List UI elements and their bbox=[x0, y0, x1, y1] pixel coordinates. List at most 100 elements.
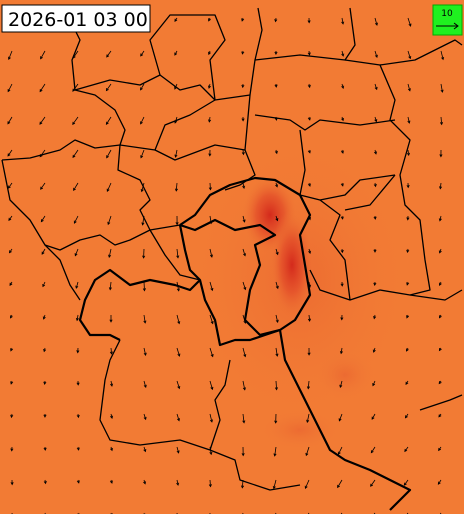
wind-arrow-head bbox=[72, 55, 76, 59]
wind-arrow-head bbox=[143, 352, 147, 356]
wind-arrow-head bbox=[209, 254, 213, 258]
wind-arrow-head bbox=[439, 315, 442, 319]
wind-arrow-head bbox=[177, 321, 181, 325]
wind-arrow-head bbox=[208, 18, 211, 22]
wind-arrow-head bbox=[10, 348, 14, 352]
wind-arrow-head bbox=[274, 117, 278, 121]
wind-arrow bbox=[275, 380, 277, 390]
wind-arrow bbox=[340, 347, 343, 354]
wind-arrow-head bbox=[407, 88, 411, 92]
wind-arrow-head bbox=[275, 218, 279, 222]
wind-arrow bbox=[176, 281, 180, 291]
timestamp: 2026-01 03 00 bbox=[8, 9, 148, 31]
wind-arrow bbox=[370, 446, 376, 453]
wind-arrow bbox=[142, 215, 145, 225]
wind-arrow-head bbox=[370, 450, 374, 454]
wind-arrow-head bbox=[274, 51, 278, 56]
wind-arrow-head bbox=[72, 121, 76, 125]
wind-arrow-head bbox=[243, 354, 247, 358]
wind-arrow bbox=[72, 116, 79, 125]
wind-arrow-head bbox=[275, 353, 279, 357]
wind-arrow bbox=[209, 413, 213, 423]
wind-arrow bbox=[275, 248, 279, 255]
reference-vector-legend: 10 bbox=[432, 4, 463, 36]
wind-arrow-head bbox=[10, 315, 13, 319]
wind-arrow-head bbox=[210, 287, 214, 292]
wind-arrow-head bbox=[7, 89, 11, 93]
wind-arrow-head bbox=[174, 154, 178, 158]
wind-arrow bbox=[274, 446, 277, 456]
wind-arrow-head bbox=[175, 222, 179, 226]
wind-arrow-head bbox=[40, 219, 44, 223]
wind-arrow-head bbox=[76, 447, 80, 451]
wind-arrow-head bbox=[76, 350, 80, 354]
wind-arrow-head bbox=[72, 88, 76, 92]
wind-arrow-head bbox=[372, 383, 376, 387]
wind-arrow-head bbox=[142, 288, 146, 292]
wind-arrow bbox=[176, 380, 180, 389]
wind-arrow-head bbox=[407, 120, 411, 124]
wind-arrow-head bbox=[140, 155, 144, 159]
wind-arrow-head bbox=[73, 187, 76, 192]
wind-arrow-head bbox=[441, 56, 445, 61]
wind-arrow-head bbox=[109, 447, 113, 452]
wind-arrow bbox=[242, 248, 246, 256]
wind-arrow bbox=[107, 215, 112, 225]
wind-arrow-head bbox=[241, 118, 245, 122]
wind-arrow-head bbox=[43, 414, 47, 418]
wind-arrow bbox=[407, 149, 410, 156]
wind-arrow bbox=[40, 50, 46, 59]
wind-arrow-head bbox=[275, 184, 279, 188]
wind-arrow-head bbox=[340, 249, 344, 254]
wind-arrow-head bbox=[438, 414, 442, 418]
wind-arrow-head bbox=[76, 480, 80, 484]
wind-arrow bbox=[75, 281, 79, 289]
wind-arrow bbox=[209, 215, 212, 224]
wind-arrow-head bbox=[340, 150, 344, 154]
wind-arrow-head bbox=[9, 282, 13, 286]
wind-arrow-head bbox=[208, 153, 212, 157]
wind-arrow-head bbox=[406, 348, 409, 352]
wind-arrow bbox=[74, 248, 79, 256]
wind-arrow-head bbox=[106, 155, 109, 159]
wind-arrow bbox=[8, 215, 13, 221]
wind-arrow-head bbox=[41, 251, 45, 255]
wind-arrow-head bbox=[242, 219, 246, 223]
wind-arrow bbox=[7, 116, 13, 124]
wind-arrow-head bbox=[308, 250, 312, 255]
wind-arrow-head bbox=[406, 249, 410, 254]
wind-arrow-head bbox=[243, 286, 247, 291]
wind-arrow-head bbox=[374, 119, 378, 123]
wind-arrow bbox=[175, 149, 178, 158]
wind-arrow-head bbox=[339, 350, 343, 355]
wind-arrow bbox=[209, 479, 211, 487]
wind-arrow-head bbox=[438, 381, 442, 385]
wind-arrow-head bbox=[7, 185, 11, 189]
wind-arrow bbox=[108, 248, 112, 258]
wind-arrow bbox=[106, 116, 112, 125]
wind-arrow-head bbox=[406, 185, 410, 189]
wind-arrow-head bbox=[10, 482, 14, 486]
wind-arrow-head bbox=[241, 84, 245, 89]
wind-arrow bbox=[106, 50, 112, 58]
wind-arrow-head bbox=[10, 414, 14, 419]
wind-arrow bbox=[209, 314, 214, 324]
wind-arrow-head bbox=[338, 418, 342, 422]
wind-arrow-head bbox=[110, 383, 114, 387]
wind-arrow bbox=[341, 17, 344, 25]
wind-arrow-head bbox=[307, 84, 311, 89]
wind-arrow bbox=[275, 281, 279, 289]
wind-arrow bbox=[372, 380, 376, 386]
wind-arrow-head bbox=[406, 152, 410, 157]
wind-arrow-head bbox=[373, 282, 377, 286]
wind-arrow-head bbox=[39, 121, 43, 125]
wind-arrow-head bbox=[306, 386, 310, 390]
wind-arrow bbox=[110, 380, 113, 387]
wind-arrow-head bbox=[140, 188, 144, 193]
wind-arrow bbox=[40, 182, 46, 190]
wind-arrow-head bbox=[110, 415, 114, 419]
wind-arrow bbox=[39, 149, 46, 157]
wind-arrow-head bbox=[39, 89, 43, 93]
wind-arrow-head bbox=[272, 485, 276, 490]
wind-arrow bbox=[110, 512, 112, 514]
